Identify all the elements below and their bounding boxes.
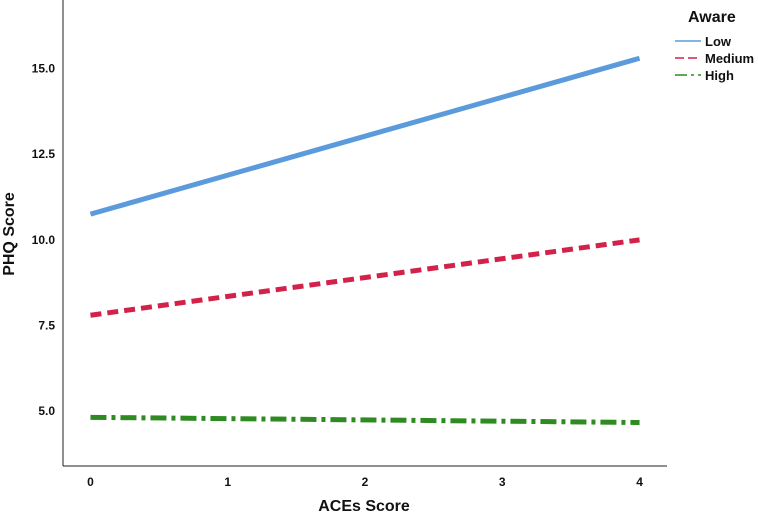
ticks: 0 1 2 3 4 5.0 7.5 10.0 12.5 15.0	[32, 62, 644, 489]
series-line-low	[89, 55, 641, 217]
series-line-medium	[90, 237, 640, 318]
y-tick-label: 12.5	[32, 147, 56, 161]
x-tick-label: 2	[362, 475, 369, 489]
y-tick-label: 5.0	[38, 404, 55, 418]
legend-title: Aware	[688, 9, 736, 26]
series-line-high	[90, 414, 640, 425]
y-tick-label: 7.5	[38, 319, 55, 333]
y-tick-label: 10.0	[32, 233, 56, 247]
y-tick-label: 15.0	[32, 62, 56, 76]
x-tick-label: 0	[87, 475, 94, 489]
legend-label-medium: Medium	[705, 51, 754, 66]
axes	[62, 0, 667, 467]
y-axis-title: PHQ Score	[1, 192, 18, 276]
x-axis-title: ACEs Score	[318, 498, 410, 515]
legend-label-low: Low	[705, 34, 732, 49]
plot-lines	[89, 55, 641, 425]
x-tick-label: 3	[499, 475, 506, 489]
legend-label-high: High	[705, 68, 734, 83]
x-tick-label: 1	[224, 475, 231, 489]
legend: Aware Low Medium High	[675, 9, 754, 83]
x-tick-label: 4	[636, 475, 643, 489]
